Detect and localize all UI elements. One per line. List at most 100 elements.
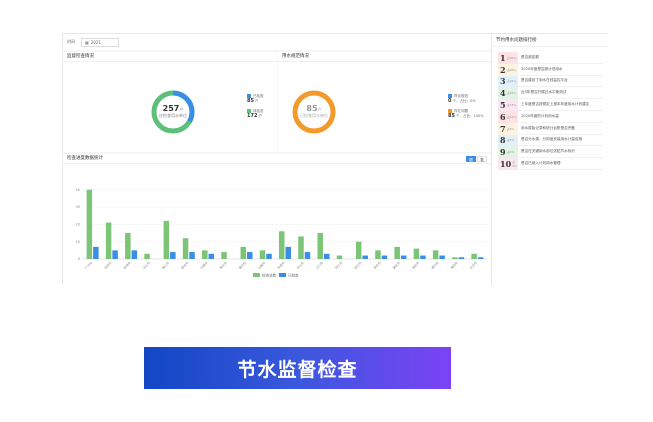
dashboard-screenshot: 时间 ▦ 2021 监督检查情况 257户 应检查用水单位 已检查 85 户 待检查 1… <box>62 33 609 285</box>
checked-bar <box>266 253 272 259</box>
panel-title: 检查进度数据统计 <box>63 154 491 164</box>
panel-title: 监督检查情况 <box>63 52 277 62</box>
supervision-panel: 监督检查情况 257户 应检查用水单位 已检查 85 户 待检查 172 户 <box>63 52 277 152</box>
checked-bar <box>131 250 138 259</box>
x-tick-label: 肇庆市 <box>391 260 401 270</box>
rank-percent: 占4% <box>506 150 515 155</box>
checked-bar <box>247 252 253 259</box>
donut-center: 85户 已检查用水单位 <box>300 104 328 118</box>
year-value: 2021 <box>90 39 101 45</box>
ranking-panel: 节约用水问题排行榜 1 占99% 是否超定额 2 占96% 2020年度是否超计划用水 3 占… <box>491 34 609 285</box>
progress-panel: 检查进度数据统计 图表 0 10 20 30 40 广州市 深圳市 珠海市 汕头市 佛山市 韶关市河… <box>63 154 491 285</box>
table-view-button[interactable]: 表 <box>477 156 487 162</box>
x-tick-label: 中山市 <box>295 260 305 270</box>
x-tick-label: 梅州市 <box>218 260 228 270</box>
rank-number: 1 <box>500 52 506 63</box>
ranking-item: 3 占92% 是否建设了用水在线监控平台 <box>498 75 603 88</box>
rank-percent: 占12% <box>506 114 517 119</box>
y-tick-label: 30 <box>76 205 80 209</box>
ranking-item: 9 占4% 是否在关键用水部位张贴节水标识 <box>498 146 603 159</box>
panel-title: 用水规范情况 <box>278 52 491 62</box>
rank-percent: 占5% <box>506 126 515 131</box>
checked-bar <box>285 246 291 259</box>
x-tick-label: 茂名市 <box>372 260 382 270</box>
total-bar <box>125 233 131 259</box>
x-tick-label: 汕尾市 <box>257 260 267 270</box>
y-tick-label: 20 <box>76 223 80 227</box>
rank-text: 近5年是否开展过水平衡测试 <box>518 87 603 100</box>
ranking-item: 10 占4% 是否已纳入计划用水管理 <box>498 158 603 170</box>
ranking-item: 2 占96% 2020年度是否超计划用水 <box>498 63 603 76</box>
legend-label: 检查总数 <box>262 273 276 278</box>
compliance-panel: 用水规范情况 85户 已检查用水单位 符合规范 0 个，占比：0% 存在问题 85 个… <box>278 52 491 152</box>
x-tick-label: 云浮市 <box>468 260 478 270</box>
ranking-item: 6 占12% 2020年度的计划用水量 <box>498 110 603 123</box>
x-tick-label: 韶关市 <box>180 260 190 270</box>
ranking-list: 1 占99% 是否超定额 2 占96% 2020年度是否超计划用水 3 占92% 是否建设了用水… <box>492 52 609 170</box>
total-bar <box>163 220 170 259</box>
x-tick-label: 佛山市 <box>160 260 170 270</box>
total-bar <box>336 255 343 259</box>
compliance-donut <box>292 90 336 134</box>
banner-title: 节水监督检查 <box>144 347 451 389</box>
x-tick-label: 广州市 <box>83 260 93 270</box>
checked-bar <box>93 246 99 259</box>
rank-number: 10 <box>500 159 512 170</box>
checked-bar <box>170 252 176 259</box>
checked-bar <box>381 255 388 259</box>
x-tick-label: 珠海市 <box>122 260 132 270</box>
rank-percent: 占45% <box>506 91 517 96</box>
rank-percent: 占96% <box>506 67 517 72</box>
x-tick-label: 潮州市 <box>430 260 440 270</box>
ranking-item: 8 占5% 是否分水源、分用途安装用水计量设施 <box>498 134 603 147</box>
rank-text: 2020年度的计划用水量 <box>518 111 603 123</box>
donut-center: 257户 应检查用水单位 <box>159 104 187 118</box>
supervision-legend: 已检查 85 户 待检查 172 户 <box>247 94 264 119</box>
total-bar <box>452 257 458 259</box>
checked-bar <box>420 255 426 259</box>
rank-number: 7 <box>500 123 506 134</box>
rank-text: 上年度是否按规定上报本年度用水计划建议 <box>518 99 603 111</box>
rank-percent: 占4% <box>512 160 517 169</box>
rank-text: 是否分水源、分用途安装用水计量设施 <box>518 135 603 147</box>
rank-text: 是否超定额 <box>518 52 603 64</box>
issue-arc <box>292 90 336 134</box>
total-bar <box>413 248 420 259</box>
total-bar <box>394 246 400 259</box>
x-tick-label: 惠州市 <box>237 260 247 270</box>
total-bar <box>86 189 93 259</box>
total-bar <box>144 253 150 259</box>
rank-percent: 占99% <box>506 55 517 60</box>
rank-text: 是否在关键用水部位张贴节水标识 <box>518 146 603 159</box>
total-bar <box>471 253 477 259</box>
rank-text: 用水原始记录和统计台账是否完备 <box>518 123 603 135</box>
checked-bar <box>208 253 215 259</box>
y-tick-label: 10 <box>76 240 80 244</box>
total-bar <box>182 238 189 259</box>
year-picker[interactable]: ▦ 2021 <box>81 37 119 47</box>
rank-percent: 占13% <box>506 103 517 108</box>
rank-percent: 占5% <box>506 138 515 143</box>
rank-number: 6 <box>500 111 506 122</box>
x-tick-label: 河源市 <box>199 260 209 270</box>
legend-swatch <box>253 273 260 277</box>
total-bar <box>375 250 381 259</box>
y-tick-label: 0 <box>78 257 80 261</box>
filter-bar: 时间 ▦ 2021 <box>63 34 491 50</box>
progress-bar-chart: 0 10 20 30 40 广州市 深圳市 珠海市 汕头市 佛山市 韶关市 河源市 梅州市 惠州市 汕尾市东… <box>76 188 487 278</box>
ranking-item: 4 占45% 近5年是否开展过水平衡测试 <box>498 87 603 100</box>
rank-percent: 占92% <box>506 79 517 84</box>
x-tick-label: 深圳市 <box>103 260 113 270</box>
rank-number: 5 <box>500 100 506 111</box>
filter-label: 时间 <box>67 39 75 44</box>
total-bar <box>105 222 112 259</box>
checked-bar <box>477 257 484 259</box>
checked-bar <box>323 253 330 259</box>
x-tick-label: 湛江市 <box>353 260 363 270</box>
chart-view-button[interactable]: 图 <box>466 156 476 162</box>
rank-text: 是否建设了用水在线监控平台 <box>518 76 603 88</box>
panel-title: 节约用水问题排行榜 <box>492 34 609 47</box>
rank-text: 2020年度是否超计划用水 <box>518 64 603 76</box>
total-bar <box>317 233 323 259</box>
y-tick-label: 40 <box>76 188 80 192</box>
